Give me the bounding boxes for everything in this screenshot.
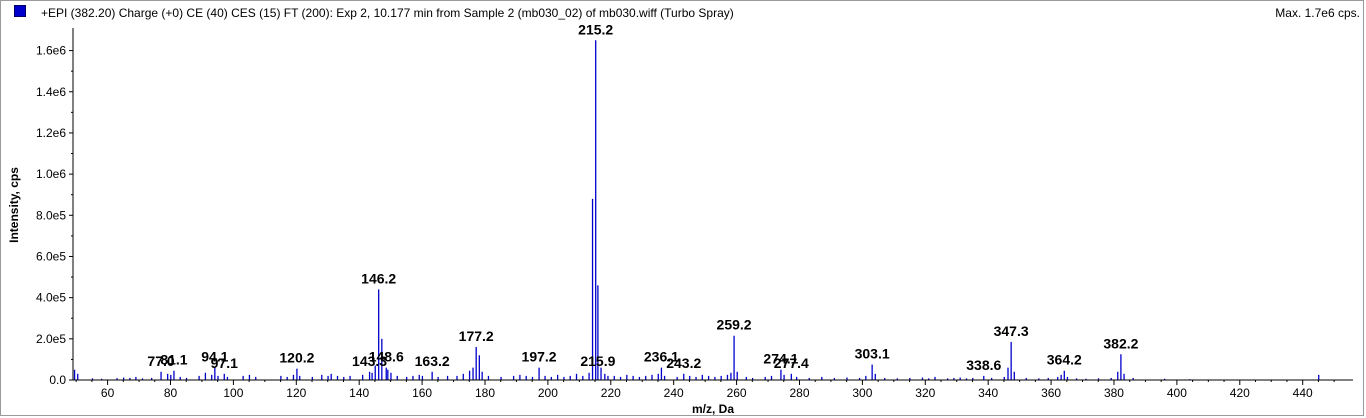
peak-label: 148.6 <box>369 349 404 365</box>
x-tick-label: 440 <box>1293 386 1313 400</box>
y-tick-label: 0.0 <box>49 373 66 387</box>
peak-label: 303.1 <box>855 346 890 362</box>
peaks-layer <box>73 40 1320 380</box>
y-tick-label: 1.4e6 <box>36 85 66 99</box>
axes-layer: 0.0 2.0e5 4.0e5 6.0e5 8.0e5 1.0e6 1.2e6 1.4e6 1.… <box>36 28 1353 400</box>
x-tick-label: 60 <box>101 386 115 400</box>
x-tick-label: 420 <box>1230 386 1250 400</box>
y-tick-label: 1.2e6 <box>36 126 66 140</box>
peak-label: 236.1 <box>644 349 679 365</box>
x-tick-label: 180 <box>475 386 495 400</box>
peak-label: 259.2 <box>717 317 752 333</box>
x-tick-label: 100 <box>223 386 243 400</box>
peak-label: 215.9 <box>580 353 615 369</box>
peak-label: 243.2 <box>666 355 701 371</box>
peak-label: 274.1 <box>763 351 798 367</box>
chart-header: +EPI (382.20) Charge (+0) CE (40) CES (1… <box>0 0 1366 26</box>
peak-label: 94.1 <box>201 349 228 365</box>
x-tick-label: 140 <box>349 386 369 400</box>
y-tick-label: 4.0e5 <box>36 291 66 305</box>
x-tick-label: 280 <box>789 386 809 400</box>
peak-label: 163.2 <box>415 353 450 369</box>
x-tick-label: 340 <box>978 386 998 400</box>
peak-labels-layer: 77.081.1 94.197.1 120.2 143.3 146.2 148.6 163.… <box>147 21 1138 373</box>
peak-label: 338.6 <box>966 357 1001 373</box>
peak-label: 77.0 <box>147 353 174 369</box>
peak-label: 143.3 <box>352 353 387 369</box>
peak-label: 364.2 <box>1047 352 1082 368</box>
max-intensity-label: Max. 1.7e6 cps. <box>1275 6 1360 20</box>
peak-label: 81.1 <box>160 352 187 368</box>
peak-label: 120.2 <box>279 350 314 366</box>
x-tick-label: 240 <box>664 386 684 400</box>
x-tick-label: 360 <box>1041 386 1061 400</box>
y-tick-label: 2.0e5 <box>36 332 66 346</box>
y-tick-label: 1.6e6 <box>36 44 66 58</box>
x-tick-label: 80 <box>164 386 178 400</box>
peak-label: 347.3 <box>994 323 1029 339</box>
peak-label: 146.2 <box>361 270 396 286</box>
y-tick-label: 8.0e5 <box>36 208 66 222</box>
peak-label: 382.2 <box>1103 335 1138 351</box>
x-tick-label: 320 <box>915 386 935 400</box>
peak-label: 215.2 <box>578 21 613 37</box>
series-color-swatch <box>14 5 26 17</box>
y-axis-label: Intensity, cps <box>7 167 21 243</box>
x-tick-label: 300 <box>852 386 872 400</box>
x-tick-label: 260 <box>727 386 747 400</box>
x-axis-label: m/z, Da <box>692 402 734 416</box>
peak-label: 97.1 <box>211 355 238 371</box>
x-tick-label: 120 <box>286 386 306 400</box>
x-tick-label: 200 <box>538 386 558 400</box>
x-tick-label: 400 <box>1167 386 1187 400</box>
peak-label: 197.2 <box>522 349 557 365</box>
spectrum-title: +EPI (382.20) Charge (+0) CE (40) CES (1… <box>41 6 734 20</box>
y-tick-label: 1.0e6 <box>36 167 66 181</box>
x-tick-label: 380 <box>1104 386 1124 400</box>
x-tick-label: 160 <box>412 386 432 400</box>
peak-label: 177.2 <box>459 328 494 344</box>
y-tick-label: 6.0e5 <box>36 249 66 263</box>
peak-label: 277.4 <box>774 355 809 371</box>
x-tick-label: 220 <box>601 386 621 400</box>
